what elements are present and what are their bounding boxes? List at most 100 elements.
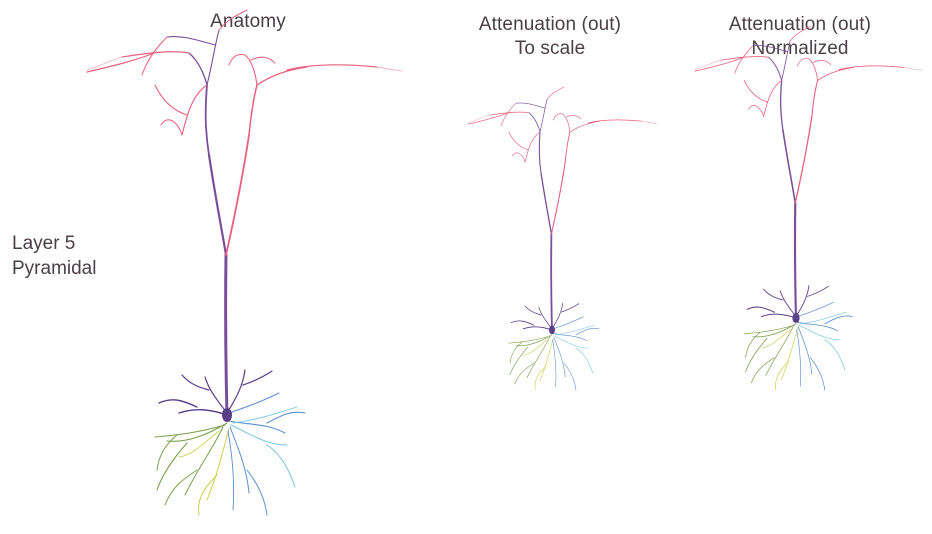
dendrite-branch xyxy=(188,52,208,86)
dendrite-branch xyxy=(467,114,490,124)
dendrite-branch xyxy=(797,301,834,317)
dendrite-branch xyxy=(569,119,643,133)
dendrite-branch xyxy=(793,201,798,320)
dendrite-branch xyxy=(796,329,802,387)
dendrite-branch xyxy=(228,392,280,414)
dendrite-branch xyxy=(550,161,566,235)
dendrite-branch xyxy=(500,102,517,127)
dendrite-branch xyxy=(232,406,298,424)
title-normalized-line-2: Normalized xyxy=(751,38,849,59)
dendrite-branch xyxy=(799,311,847,325)
dendrite-branch xyxy=(508,131,541,163)
dendrite-branch xyxy=(811,79,819,117)
dendrite-branch xyxy=(198,428,230,516)
dendrite-branch xyxy=(244,54,276,86)
dendrite-branch xyxy=(562,113,582,133)
dendrite-branch xyxy=(515,98,548,133)
dendrite-branch xyxy=(552,113,564,121)
dendrite-branch xyxy=(86,51,190,73)
dendrite-branch xyxy=(528,112,541,133)
dendrite-branch xyxy=(797,315,853,332)
dendrite-branch xyxy=(768,56,783,81)
dendrite-branch xyxy=(794,115,813,204)
dendrite-branch xyxy=(522,339,548,356)
title-to-scale-line-1: Attenuation (out) xyxy=(478,14,622,35)
dendrite-branch xyxy=(204,84,210,156)
dendrite-branch xyxy=(734,45,754,74)
dendrite-branch xyxy=(508,335,552,364)
dendrite-branch xyxy=(166,29,220,86)
dendrite-branch xyxy=(225,134,250,256)
dendrite-branch xyxy=(552,339,557,388)
dendrite-branch xyxy=(467,111,530,125)
soma xyxy=(549,325,555,335)
dendrite-branch xyxy=(164,426,224,506)
dendrite-branch xyxy=(761,329,791,349)
dendrite-branch xyxy=(554,335,594,374)
title-to-scale-line-2: To scale xyxy=(514,38,586,59)
dendrite-branch xyxy=(743,80,782,117)
dendrite-branch xyxy=(376,66,403,72)
dendrite-branch xyxy=(903,67,923,71)
title-anatomy: Anatomy xyxy=(160,10,336,34)
dendrite-branch xyxy=(550,233,553,331)
soma xyxy=(792,312,800,324)
dendrite-branch xyxy=(228,411,306,434)
dendrite-branch xyxy=(743,324,795,358)
dendrite-branch xyxy=(154,84,208,136)
soma xyxy=(222,408,232,422)
dendrite-branch xyxy=(746,306,797,319)
dendrite-branch xyxy=(564,131,571,163)
dendrite-branch xyxy=(694,59,721,70)
dendrite-branch xyxy=(775,327,798,391)
dendrite-branch xyxy=(141,36,168,76)
dendrite-branch xyxy=(207,153,228,257)
title-normalized-line-1: Attenuation (out) xyxy=(728,14,872,35)
dendrite-branch xyxy=(160,119,183,136)
dendrite-branch xyxy=(797,326,826,391)
dendrite-branch xyxy=(154,424,226,471)
dendrite-branch xyxy=(795,285,829,317)
dendrite-branch xyxy=(514,336,550,385)
dendrite-branch xyxy=(86,56,123,71)
dendrite-branch xyxy=(540,173,553,235)
dendrite-branch xyxy=(230,424,296,488)
dendrite-branch xyxy=(552,327,600,342)
dendrite-branch xyxy=(552,316,584,330)
neuron-to-scale-group xyxy=(467,86,658,391)
dendrite-branch xyxy=(752,40,791,81)
dendrite-branch xyxy=(553,336,577,391)
dendrite-branch xyxy=(780,79,784,132)
dendrite-branch xyxy=(178,430,220,458)
dendrite-branch xyxy=(534,338,554,391)
title-anatomy-line-1: Anatomy xyxy=(210,11,286,32)
title-attenuation-to-scale: Attenuation (out) To scale xyxy=(440,13,660,61)
dendrite-branch xyxy=(555,324,595,336)
dendrite-branch xyxy=(256,64,378,86)
dendrite-branch xyxy=(218,9,248,31)
dendrite-branch xyxy=(798,324,846,371)
dendrite-branch xyxy=(224,253,229,417)
row-label-layer5-pyramidal: Layer 5 Pyramidal xyxy=(12,231,96,281)
dendrite-branch xyxy=(797,58,810,67)
dendrite-branch xyxy=(229,426,268,516)
dendrite-branch xyxy=(789,26,811,42)
dendrite-branch xyxy=(808,58,831,81)
dendrite-branch xyxy=(694,56,770,72)
row-label-line-1: Layer 5 xyxy=(12,233,76,254)
dendrite-branch xyxy=(782,130,797,204)
dendrite-branch xyxy=(227,430,235,511)
dendrite-branch xyxy=(248,84,258,136)
title-attenuation-normalized: Attenuation (out) Normalized xyxy=(690,13,910,61)
dendrite-branch xyxy=(751,326,794,384)
dendrite-branch xyxy=(228,54,246,66)
dendrite-branch xyxy=(512,152,526,163)
dendrite-branch xyxy=(817,65,905,81)
dendrite-branch xyxy=(546,86,565,100)
dendrite-branch xyxy=(763,288,797,317)
row-label-line-2: Pyramidal xyxy=(12,258,97,279)
neuron-normalized-group xyxy=(694,26,923,391)
